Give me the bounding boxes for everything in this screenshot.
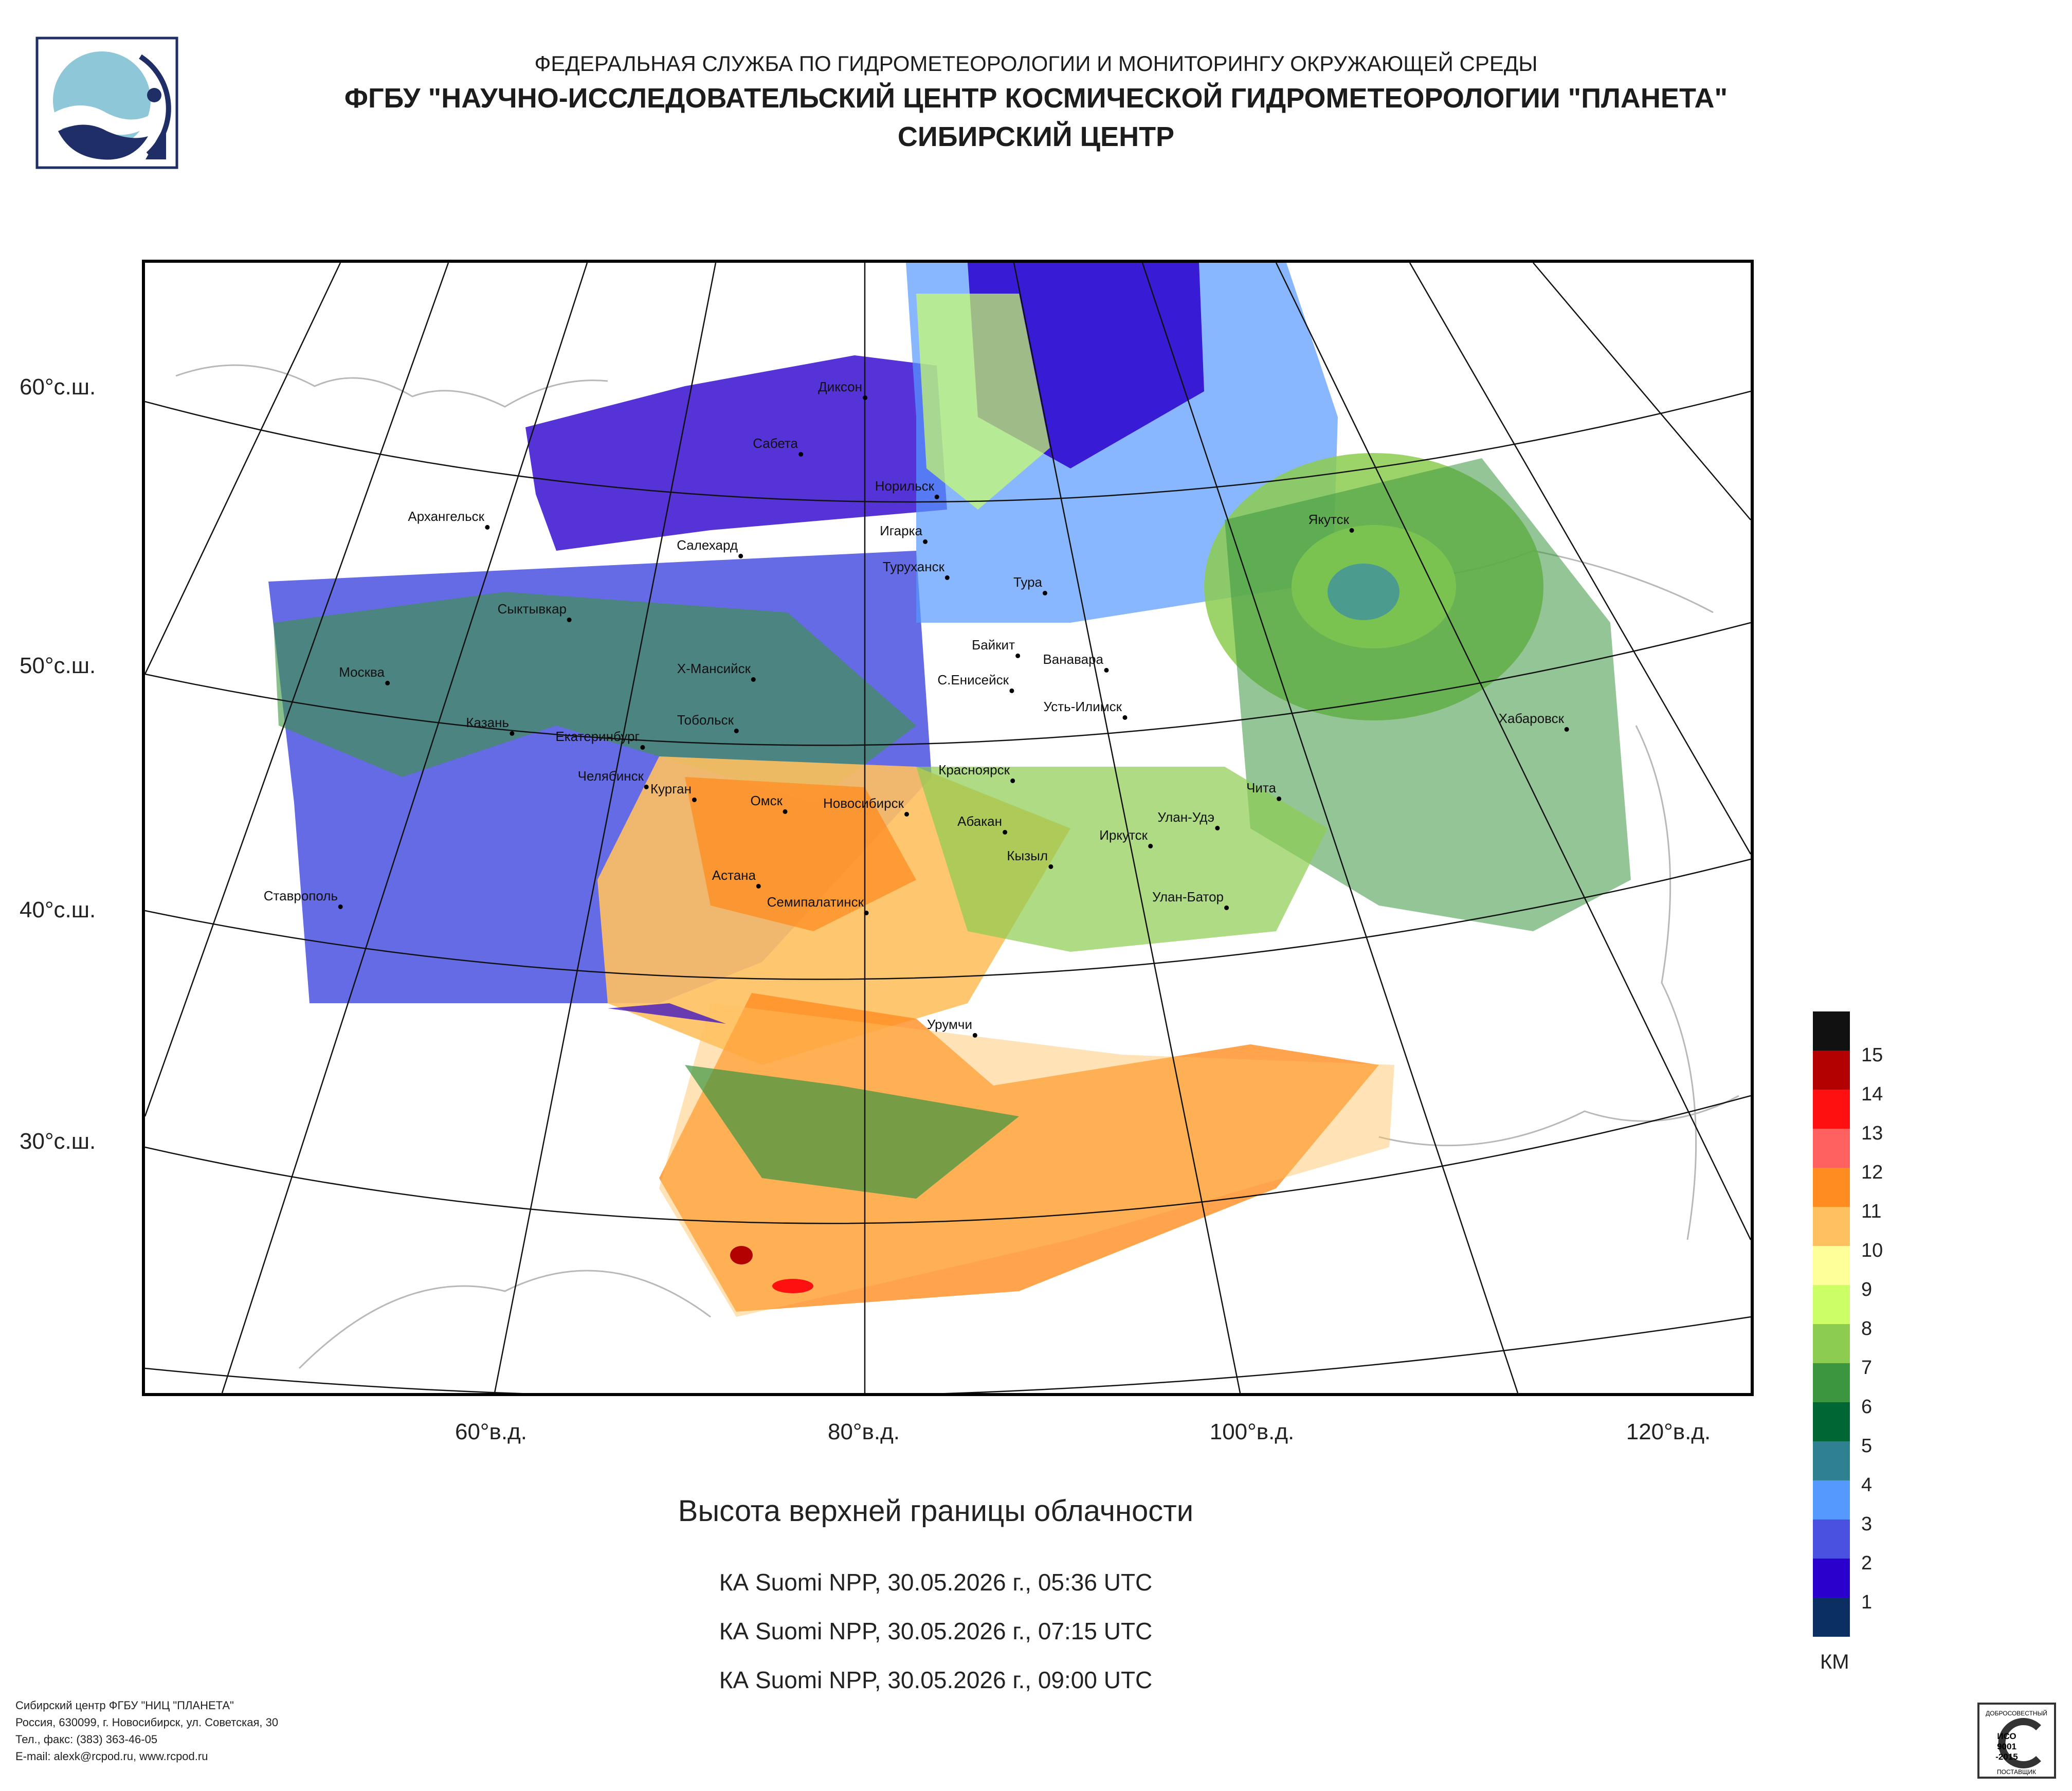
map-graphics xyxy=(145,263,1751,1393)
legend-label: 10 xyxy=(1861,1240,1883,1261)
legend-label: 6 xyxy=(1861,1396,1873,1418)
legend-swatch xyxy=(1813,1480,1850,1519)
city-label: Екатеринбург xyxy=(555,728,645,750)
legend-swatch xyxy=(1813,1598,1850,1637)
org-line-3: СИБИРСКИЙ ЦЕНТР xyxy=(897,121,1175,152)
city-label: Урумчи xyxy=(926,1016,978,1038)
cloud-top-height-map: Архангельск Диксон Сабета Норильск Салех… xyxy=(142,260,1754,1396)
lat-label: 40°с.ш. xyxy=(20,897,96,922)
legend-swatch xyxy=(1813,1285,1850,1324)
city-label: Омск xyxy=(750,792,788,814)
legend-label: 8 xyxy=(1861,1318,1873,1340)
city-label: Салехард xyxy=(677,537,743,558)
legend-label: 9 xyxy=(1861,1279,1873,1300)
org-line-2: ФГБУ "НАУЧНО-ИССЛЕДОВАТЕЛЬСКИЙ ЦЕНТР КОС… xyxy=(344,83,1728,114)
footer-line: Тел., факс: (383) 363-46-05 xyxy=(15,1733,158,1746)
cert-text: 9001 xyxy=(1997,1742,2016,1751)
city-label: Иркутск xyxy=(1099,827,1153,848)
city-label: Тура xyxy=(1013,574,1048,595)
city-label: Челябинск xyxy=(577,768,649,789)
city-label: Новосибирск xyxy=(823,795,909,817)
footer-line: E-mail: alexk@rcpod.ru, www.rcpod.ru xyxy=(15,1750,208,1763)
city-label: Семипалатинск xyxy=(767,894,869,915)
legend-swatch xyxy=(1813,1324,1850,1363)
legend-label: 13 xyxy=(1861,1123,1883,1144)
lon-label: 100°в.д. xyxy=(1209,1419,1295,1444)
footer-line: Сибирский центр ФГБУ "НИЦ "ПЛАНЕТА" xyxy=(15,1699,234,1712)
city-label: Туруханск xyxy=(882,558,950,580)
cert-text: ПОСТАВЩИК xyxy=(1997,1768,2036,1776)
legend-label: 11 xyxy=(1861,1201,1882,1222)
legend-label: 1 xyxy=(1861,1591,1873,1613)
city-label: Абакан xyxy=(957,813,1007,835)
lon-label: 80°в.д. xyxy=(827,1419,900,1444)
city-label: Ванавара xyxy=(1043,651,1108,673)
legend-swatch xyxy=(1813,1519,1850,1559)
legend-label: 5 xyxy=(1861,1435,1873,1457)
city-label: С.Енисейск xyxy=(937,672,1014,693)
footer-line: Россия, 630099, г. Новосибирск, ул. Сове… xyxy=(15,1716,279,1729)
lat-label: 60°с.ш. xyxy=(20,374,96,400)
city-label: Улан-Удэ xyxy=(1157,809,1220,830)
legend-swatch xyxy=(1813,1051,1850,1090)
city-label: Архангельск xyxy=(408,508,489,530)
city-label: Улан-Батор xyxy=(1152,889,1229,910)
lat-label: 50°с.ш. xyxy=(20,653,96,678)
city-label: Хабаровск xyxy=(1498,710,1570,732)
legend-label: 14 xyxy=(1861,1083,1883,1105)
legend-label: 3 xyxy=(1861,1513,1873,1535)
legend-swatch xyxy=(1813,1168,1850,1207)
legend-label: 2 xyxy=(1861,1552,1873,1574)
lon-label: 60°в.д. xyxy=(455,1419,528,1444)
city-label: Игарка xyxy=(880,522,928,544)
planeta-logo-icon xyxy=(35,37,178,169)
city-label: Кызыл xyxy=(1007,847,1053,869)
city-label: Норильск xyxy=(875,478,940,499)
legend-label: 4 xyxy=(1861,1474,1873,1496)
legend-label: 7 xyxy=(1861,1357,1873,1379)
city-label: Якутск xyxy=(1308,511,1355,533)
legend-swatch xyxy=(1813,1402,1850,1441)
city-label: Сыктывкар xyxy=(497,601,572,622)
city-label: Тобольск xyxy=(677,712,739,733)
city-label: Ставрополь xyxy=(263,888,343,909)
org-line-1: ФЕДЕРАЛЬНАЯ СЛУЖБА ПО ГИДРОМЕТЕОРОЛОГИИ … xyxy=(534,51,1538,76)
pass-line: КА Suomi NPP, 30.05.2026 г., 09:00 UTC xyxy=(719,1667,1153,1693)
city-label: Чита xyxy=(1246,780,1281,801)
legend-swatch xyxy=(1813,1090,1850,1129)
cert-text: ДОБРОСОВЕСТНЫЙ xyxy=(1986,1709,2047,1717)
legend-swatch xyxy=(1813,1011,1850,1051)
legend-swatch xyxy=(1813,1207,1850,1246)
cert-text: -2015 xyxy=(1995,1752,2018,1762)
legend-swatch xyxy=(1813,1441,1850,1480)
city-label: Москва xyxy=(339,664,390,685)
city-label: Байкит xyxy=(972,637,1020,658)
legend-units: КМ xyxy=(1820,1651,1849,1673)
city-label: Сабета xyxy=(753,435,803,457)
legend-swatch xyxy=(1813,1129,1850,1168)
contact-footer: Сибирский центр ФГБУ "НИЦ "ПЛАНЕТА" Росс… xyxy=(15,1697,278,1765)
pass-line: КА Suomi NPP, 30.05.2026 г., 05:36 UTC xyxy=(719,1569,1153,1596)
legend-swatch xyxy=(1813,1559,1850,1598)
city-label: Казань xyxy=(466,714,514,736)
legend-swatch xyxy=(1813,1363,1850,1402)
city-label: Красноярск xyxy=(938,762,1015,783)
lon-label: 120°в.д. xyxy=(1626,1419,1711,1444)
map-title: Высота верхней границы облачности xyxy=(678,1494,1194,1528)
city-label: Диксон xyxy=(818,378,867,400)
city-label: Х-Мансийск xyxy=(677,660,756,682)
pass-line: КА Suomi NPP, 30.05.2026 г., 07:15 UTC xyxy=(719,1618,1153,1644)
city-label: Курган xyxy=(650,781,697,802)
legend-label: 12 xyxy=(1861,1162,1883,1183)
lat-label: 30°с.ш. xyxy=(20,1129,96,1154)
legend-swatch xyxy=(1813,1246,1850,1285)
city-label: Усть-Илимск xyxy=(1043,698,1127,720)
city-label: Астана xyxy=(712,867,761,889)
iso-certificate-icon: ДОБРОСОВЕСТНЫЙ ИСО 9001 -2015 ПОСТАВЩИК xyxy=(1977,1703,2056,1779)
cert-text: ИСО xyxy=(1997,1731,2016,1741)
legend-label: 15 xyxy=(1861,1044,1883,1066)
